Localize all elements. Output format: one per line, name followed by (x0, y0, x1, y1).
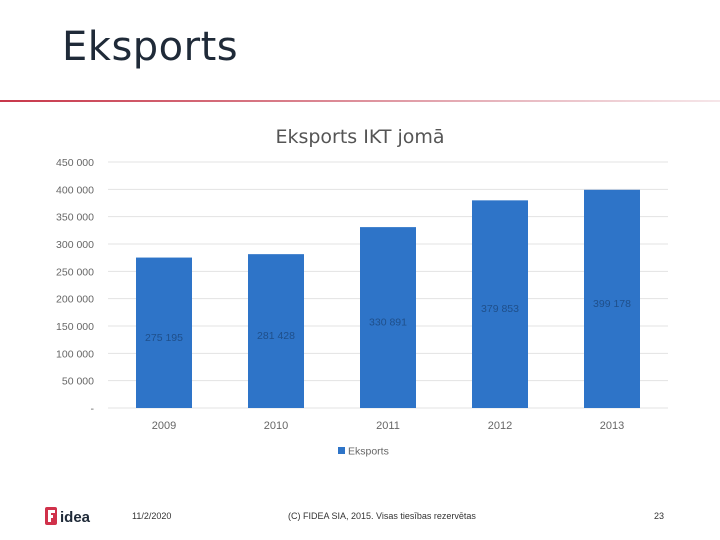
y-tick-label: 200 000 (56, 294, 94, 306)
bar-2011 (360, 227, 416, 408)
x-tick-label: 2011 (376, 420, 400, 432)
y-tick-label: 300 000 (56, 239, 94, 251)
x-tick-label: 2012 (488, 420, 512, 432)
chart-title: Eksports IKT jomā (275, 126, 444, 148)
bar-chart: Eksports IKT jomā - 50 000 100 000 150 000 2… (56, 126, 668, 458)
logo-text: idea (60, 509, 91, 526)
data-label: 399 178 (593, 298, 631, 310)
y-tick-label: 350 000 (56, 212, 94, 224)
bar-2012 (472, 200, 528, 408)
y-tick-label: 450 000 (56, 157, 94, 169)
bar-2013 (584, 189, 640, 408)
data-label: 330 891 (369, 317, 407, 329)
y-tick-label: 50 000 (62, 376, 94, 388)
bars (136, 189, 640, 408)
page-number: 23 (654, 511, 665, 521)
footer-date: 11/2/2020 (132, 511, 172, 521)
y-tick-label: 150 000 (56, 321, 94, 333)
fidea-logo-icon (45, 507, 57, 525)
data-label: 275 195 (145, 332, 183, 344)
x-tick-label: 2013 (600, 420, 624, 432)
legend-swatch (338, 447, 345, 454)
x-tick-label: 2009 (152, 420, 176, 432)
y-axis-ticks: - 50 000 100 000 150 000 200 000 250 000 300 0… (56, 157, 94, 415)
y-tick-label: 250 000 (56, 266, 94, 278)
y-tick-label: - (91, 403, 95, 415)
x-tick-label: 2010 (264, 420, 288, 432)
title-divider (0, 100, 720, 102)
chart-legend: Eksports (338, 446, 389, 458)
y-tick-label: 100 000 (56, 348, 94, 360)
y-tick-label: 400 000 (56, 184, 94, 196)
bar-2010 (248, 254, 304, 408)
footer-copyright: (C) FIDEA SIA, 2015. Visas tiesības reze… (288, 511, 476, 521)
bar-2009 (136, 257, 192, 408)
x-axis-ticks: 2009 2010 2011 2012 2013 (152, 420, 624, 432)
data-label: 379 853 (481, 303, 519, 315)
data-label: 281 428 (257, 330, 295, 342)
data-labels: 275 195 281 428 330 891 379 853 399 178 (145, 298, 631, 344)
legend-label: Eksports (348, 446, 389, 458)
slide-title: Eksports (62, 24, 239, 70)
fidea-logo: idea (45, 507, 91, 526)
